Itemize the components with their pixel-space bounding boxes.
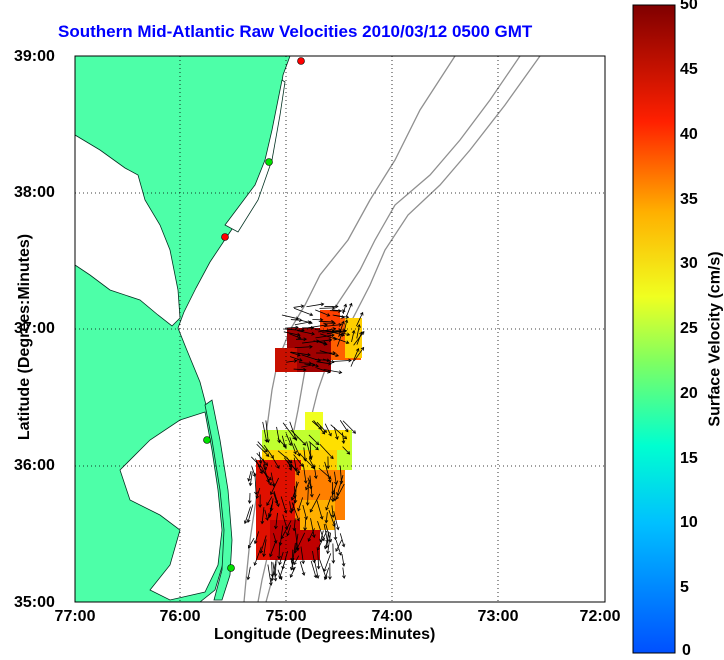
velocity-arrow [314, 559, 318, 578]
velocity-arrow [282, 315, 299, 319]
colorbar-tick: 40 [680, 126, 698, 144]
station-marker [228, 565, 235, 572]
colorbar-tick: 25 [680, 320, 698, 338]
velocity-arrow [346, 303, 351, 316]
colorbar-tick: 0 [682, 642, 691, 660]
station-marker [222, 234, 229, 241]
velocity-arrow [272, 562, 273, 577]
colorbar [633, 5, 675, 653]
velocity-arrow [306, 304, 323, 307]
y-axis-label: Latitude (Degrees:Minutes) [16, 234, 34, 440]
x-tick-label: 75:00 [266, 608, 307, 626]
colorbar-tick: 50 [680, 0, 698, 14]
x-axis-label: Longitude (Degrees:Minutes) [214, 626, 435, 644]
velocity-patch-south [256, 412, 352, 560]
velocity-arrow [294, 308, 312, 315]
colorbar-tick: 15 [680, 450, 698, 468]
x-tick-label: 73:00 [478, 608, 519, 626]
velocity-arrow [285, 327, 298, 328]
x-tick-label: 77:00 [55, 608, 96, 626]
colorbar-tick: 5 [680, 579, 689, 597]
velocity-arrow [333, 360, 351, 361]
x-tick-label: 74:00 [372, 608, 413, 626]
colorbar-label: Surface Velocity (cm/s) [707, 251, 724, 426]
colorbar-tick: 30 [680, 255, 698, 273]
colorbar-tick: 45 [680, 61, 698, 79]
station-marker [204, 437, 211, 444]
y-tick-label: 39:00 [14, 48, 55, 66]
x-tick-label: 76:00 [160, 608, 201, 626]
velocity-arrow [332, 482, 333, 501]
y-tick-label: 38:00 [14, 184, 55, 202]
colorbar-tick: 35 [680, 191, 698, 209]
colorbar-tick: 10 [680, 514, 698, 532]
station-marker [298, 58, 305, 65]
x-tick-label: 72:00 [580, 608, 621, 626]
colorbar-tick: 20 [680, 385, 698, 403]
station-marker [266, 159, 273, 166]
y-tick-label: 36:00 [14, 457, 55, 475]
velocity-arrow [333, 544, 334, 563]
velocity-arrow [295, 322, 311, 325]
y-tick-label: 35:00 [14, 594, 55, 612]
velocity-arrow [320, 560, 327, 579]
